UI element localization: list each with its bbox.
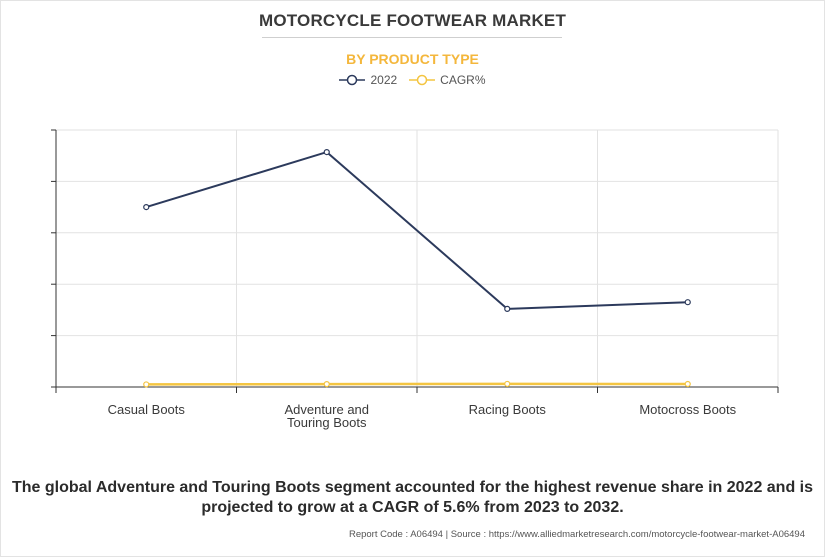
series-line bbox=[146, 382, 688, 386]
series bbox=[143, 149, 691, 388]
x-tick-label: Casual Boots bbox=[108, 402, 186, 417]
x-tick-label: Motocross Boots bbox=[639, 402, 736, 417]
data-point bbox=[323, 381, 330, 388]
data-point bbox=[143, 204, 150, 211]
chart-subtitle: BY PRODUCT TYPE bbox=[346, 51, 479, 67]
legend-marker-2022-icon bbox=[339, 74, 366, 86]
summary-text: The global Adventure and Touring Boots s… bbox=[11, 479, 814, 516]
data-point bbox=[504, 305, 511, 312]
legend-label-cagr: CAGR% bbox=[440, 73, 486, 87]
line-chart: Casual Boots Adventure and Touring Boots Ra… bbox=[51, 129, 779, 430]
title-divider bbox=[262, 37, 562, 38]
data-point bbox=[143, 381, 150, 388]
x-tick-label: Racing Boots bbox=[469, 402, 547, 417]
series-cagr bbox=[143, 380, 691, 388]
source-note: Report Code : A06494 | Source : https://… bbox=[348, 529, 805, 540]
data-point bbox=[684, 299, 691, 306]
legend: 2022 CAGR% bbox=[0, 72, 825, 88]
legend-marker-cagr-icon bbox=[409, 74, 436, 86]
axes bbox=[51, 129, 779, 393]
data-point bbox=[504, 380, 511, 388]
x-tick-label: Adventure and Touring Boots bbox=[284, 402, 369, 430]
data-point bbox=[684, 380, 691, 388]
x-axis-labels: Casual Boots Adventure and Touring Boots Ra… bbox=[108, 402, 737, 430]
series-2022 bbox=[143, 149, 691, 312]
series-line bbox=[145, 150, 688, 310]
legend-label-2022: 2022 bbox=[370, 73, 398, 87]
grid bbox=[56, 129, 779, 387]
chart-title: MOTORCYCLE FOOTWEAR MARKET bbox=[258, 11, 567, 30]
legend-item-cagr[interactable]: CAGR% bbox=[409, 73, 486, 87]
data-point bbox=[323, 149, 330, 156]
legend-item-2022[interactable]: 2022 bbox=[339, 73, 397, 87]
